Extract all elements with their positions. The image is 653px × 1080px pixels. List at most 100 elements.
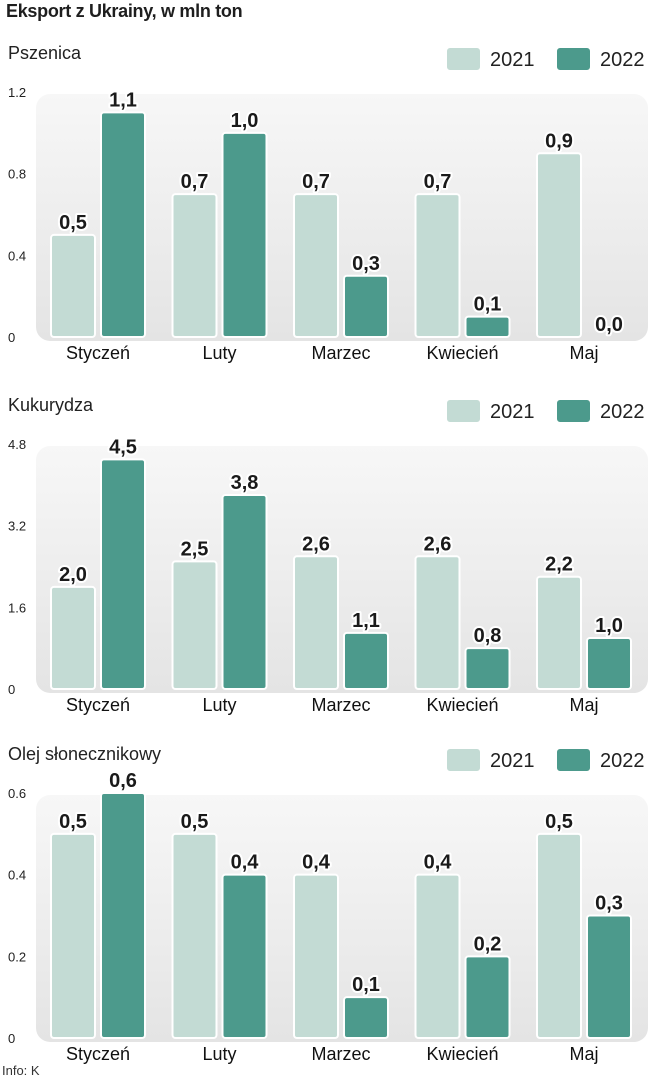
legend-label-2021: 2021 <box>490 49 535 71</box>
bar-2021-marzec <box>293 555 339 690</box>
category-label-marzec: Marzec <box>311 343 370 363</box>
data-label-2022-luty: 1,0 <box>231 110 259 132</box>
bar-2021-kwiecien <box>414 555 461 690</box>
data-label-2021-maj: 2,2 <box>545 554 573 576</box>
data-label-2022-luty: 0,4 <box>231 852 260 874</box>
legend-label-2022: 2022 <box>600 401 645 423</box>
legend-label-2021: 2021 <box>490 401 535 423</box>
y-tick-label: 0 <box>8 682 15 697</box>
category-label-kwiecien: Kwiecień <box>426 343 498 363</box>
data-label-2022-marzec: 1,1 <box>352 610 380 632</box>
bar-2022-luty <box>221 494 268 690</box>
data-label-2022-styczen: 4,5 <box>109 436 137 458</box>
category-label-styczen: Styczeń <box>66 695 130 715</box>
bar-2022-marzec <box>343 274 389 338</box>
data-label-2022-styczen: 0,6 <box>109 770 137 792</box>
bar-2021-styczen <box>50 233 96 339</box>
data-label-2021-styczen: 0,5 <box>59 212 87 234</box>
bar-2022-kwiecien <box>464 315 511 339</box>
bar-2021-kwiecien <box>414 873 461 1039</box>
y-tick-label: 0.8 <box>8 167 26 182</box>
data-label-2021-kwiecien: 0,4 <box>424 852 453 874</box>
data-label-2021-maj: 0,9 <box>545 130 573 152</box>
category-label-marzec: Marzec <box>311 695 370 715</box>
y-tick-label: 0.2 <box>8 949 26 964</box>
bar-2022-styczen <box>100 458 146 690</box>
bar-2021-styczen <box>50 832 96 1040</box>
chart-subtitle: Kukurydza <box>8 395 94 415</box>
source-note: Info: K <box>2 1063 40 1078</box>
data-label-2022-marzec: 0,1 <box>352 974 380 996</box>
bar-2021-kwiecien <box>414 193 461 338</box>
bar-2022-styczen <box>100 792 146 1039</box>
data-label-2021-kwiecien: 0,7 <box>424 171 452 193</box>
legend-swatch-2021 <box>445 46 482 72</box>
bar-2021-maj <box>536 575 582 690</box>
category-label-luty: Luty <box>202 695 236 715</box>
bar-2021-marzec <box>293 193 339 338</box>
data-label-2021-styczen: 2,0 <box>59 564 87 586</box>
category-label-maj: Maj <box>569 695 598 715</box>
legend-swatch-2022 <box>555 46 592 72</box>
chart-pszenica: Pszenica 2021 2022 0 0.4 0.8 1.2 0,5 1,1 Styczeń 0… <box>8 43 648 363</box>
data-label-2021-luty: 0,5 <box>181 811 209 833</box>
data-label-2021-marzec: 0,7 <box>302 171 330 193</box>
data-label-2022-kwiecien: 0,8 <box>474 625 502 647</box>
data-label-2021-styczen: 0,5 <box>59 811 87 833</box>
bar-2022-kwiecien <box>464 955 511 1039</box>
category-label-maj: Maj <box>569 1044 598 1064</box>
y-tick-label: 1.2 <box>8 85 26 100</box>
y-tick-label: 3.2 <box>8 519 26 534</box>
category-label-luty: Luty <box>202 343 236 363</box>
legend-label-2022: 2022 <box>600 49 645 71</box>
data-label-2021-maj: 0,5 <box>545 811 573 833</box>
data-label-2021-marzec: 0,4 <box>302 852 331 874</box>
data-label-2022-maj: 0,3 <box>595 893 623 915</box>
category-label-styczen: Styczeń <box>66 343 130 363</box>
y-tick-label: 0.4 <box>8 868 26 883</box>
bar-2021-maj <box>536 152 582 338</box>
legend-swatch-2022 <box>555 398 592 424</box>
bar-2022-luty <box>221 873 268 1039</box>
data-label-2022-marzec: 0,3 <box>352 253 380 275</box>
chart-kukurydza: Kukurydza 2021 2022 0 1.6 3.2 4.8 2,0 4,5 Styczeń… <box>8 395 648 715</box>
y-tick-label: 1.6 <box>8 600 26 615</box>
chart-subtitle: Pszenica <box>8 43 82 63</box>
chart-subtitle: Olej słonecznikowy <box>8 744 161 764</box>
legend-swatch-2021 <box>445 398 482 424</box>
y-tick-label: 0 <box>8 1031 15 1046</box>
data-label-2022-maj: 0,0 <box>595 314 623 336</box>
data-label-2022-kwiecien: 0,1 <box>474 294 502 316</box>
category-label-kwiecien: Kwiecień <box>426 1044 498 1064</box>
bar-2021-styczen <box>50 585 96 691</box>
bar-2022-marzec <box>343 631 389 691</box>
bar-2022-luty <box>221 131 268 339</box>
bar-2021-luty <box>171 560 218 690</box>
data-label-2022-luty: 3,8 <box>231 472 259 494</box>
category-label-styczen: Styczeń <box>66 1044 130 1064</box>
legend-label-2022: 2022 <box>600 750 645 772</box>
bar-2021-maj <box>536 832 582 1040</box>
bar-2021-luty <box>171 832 218 1040</box>
bar-2022-kwiecien <box>464 647 511 690</box>
legend-label-2021: 2021 <box>490 750 535 772</box>
y-tick-label: 4.8 <box>8 437 26 452</box>
data-label-2022-kwiecien: 0,2 <box>474 933 502 955</box>
data-label-2021-kwiecien: 2,6 <box>424 533 452 555</box>
legend-swatch-2021 <box>445 747 482 773</box>
legend-swatch-2022 <box>555 747 592 773</box>
data-label-2022-styczen: 1,1 <box>109 89 137 111</box>
data-label-2022-maj: 1,0 <box>595 615 623 637</box>
bar-2022-maj <box>586 636 632 690</box>
chart-olej-slonecznikowy: Olej słonecznikowy 2021 2022 0 0.2 0.4 0.6 0,5 0… <box>8 744 648 1064</box>
category-label-luty: Luty <box>202 1044 236 1064</box>
data-label-2021-luty: 2,5 <box>181 538 209 560</box>
data-label-2021-luty: 0,7 <box>181 171 209 193</box>
category-label-kwiecien: Kwiecień <box>426 695 498 715</box>
bar-2022-marzec <box>343 996 389 1039</box>
bar-2021-luty <box>171 193 218 338</box>
category-label-maj: Maj <box>569 343 598 363</box>
y-tick-label: 0.4 <box>8 248 26 263</box>
bar-2022-styczen <box>100 111 146 338</box>
bar-2022-maj <box>586 914 632 1039</box>
